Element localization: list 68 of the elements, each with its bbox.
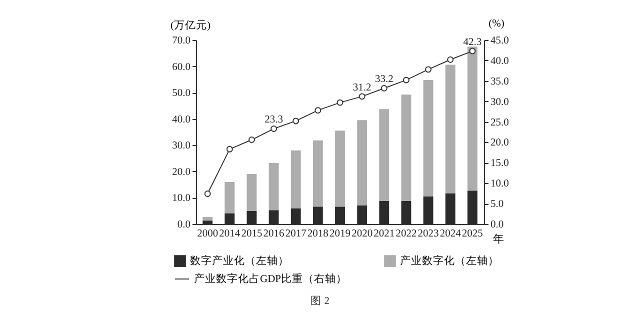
bar [312,140,323,207]
x-tick-label: 2023 [418,228,439,240]
y2-tick-label: 10.0 [490,178,509,190]
point [270,125,278,132]
x-tick-label: 2024 [440,228,462,240]
bar [246,174,257,211]
y-axis-title: (万亿元) [170,20,211,32]
x-tick-label: 2019 [330,228,350,240]
x-tick-label: 2000 [197,228,218,240]
point [425,66,432,73]
data-label: 42.3 [463,37,482,48]
y-tick-label: 70.0 [172,36,190,46]
y-tick-label: 10.0 [172,193,190,204]
bar [423,80,434,196]
y2-tick-label: 45.0 [490,36,509,46]
y2-tick-label: 30.0 [490,96,509,108]
y-tick-label: 30.0 [172,140,190,152]
bar [290,150,301,208]
bar [268,163,279,210]
bar [379,109,390,201]
point [358,93,366,100]
y2-tick-label: 0.0 [490,220,504,230]
bar [202,216,213,221]
y2-axis-title: (%) [488,18,505,30]
x-tick-label: 2016 [263,228,284,240]
bar [401,94,412,201]
x-tick-label: 2014 [219,228,241,240]
point [248,136,255,143]
y2-tick-label: 15.0 [490,158,509,170]
data-label: 23.3 [264,114,283,126]
point [226,146,233,152]
legend-label: 产业数字化（左轴） [400,254,499,268]
legend-label: 产业数字化占GDP比重（右轴） [194,272,348,285]
y-tick-label: 0.0 [177,220,190,230]
y-tick-label: 50.0 [172,88,190,100]
data-label: 33.2 [374,74,394,86]
bar [467,46,478,191]
x-tick-label: 2025 [462,228,483,240]
point [469,48,476,54]
x-tick-label: 2021 [374,228,395,240]
y2-tick-label: 35.0 [490,76,509,88]
x-tick-label: 2015 [241,228,262,240]
x-tick-label: 2018 [307,228,328,240]
x-axis-title: 年 [493,234,504,246]
y-tick-label: 40.0 [172,114,190,126]
y2-tick-label: 20.0 [490,138,509,149]
x-tick-label: 2022 [396,228,417,240]
caption: 图 2 [310,295,330,307]
y-tick-label: 60.0 [172,62,190,73]
x-tick-label: 2017 [285,228,306,240]
point [447,56,454,63]
point [292,118,300,124]
y-tick-label: 20.0 [172,166,190,178]
bar [357,120,368,206]
bar [224,182,235,214]
point [336,99,344,106]
x-tick-label: 2020 [352,228,373,240]
bar [335,130,345,207]
data-label: 31.2 [352,82,372,94]
y2-tick-label: 25.0 [490,117,509,128]
y2-tick-label: 5.0 [490,199,504,210]
y2-tick-label: 40.0 [490,56,509,67]
point [204,190,211,197]
legend-label: 数字产业化（左轴） [190,254,289,268]
point [314,107,322,114]
point [380,85,388,92]
bar [445,64,456,194]
point [402,76,410,84]
